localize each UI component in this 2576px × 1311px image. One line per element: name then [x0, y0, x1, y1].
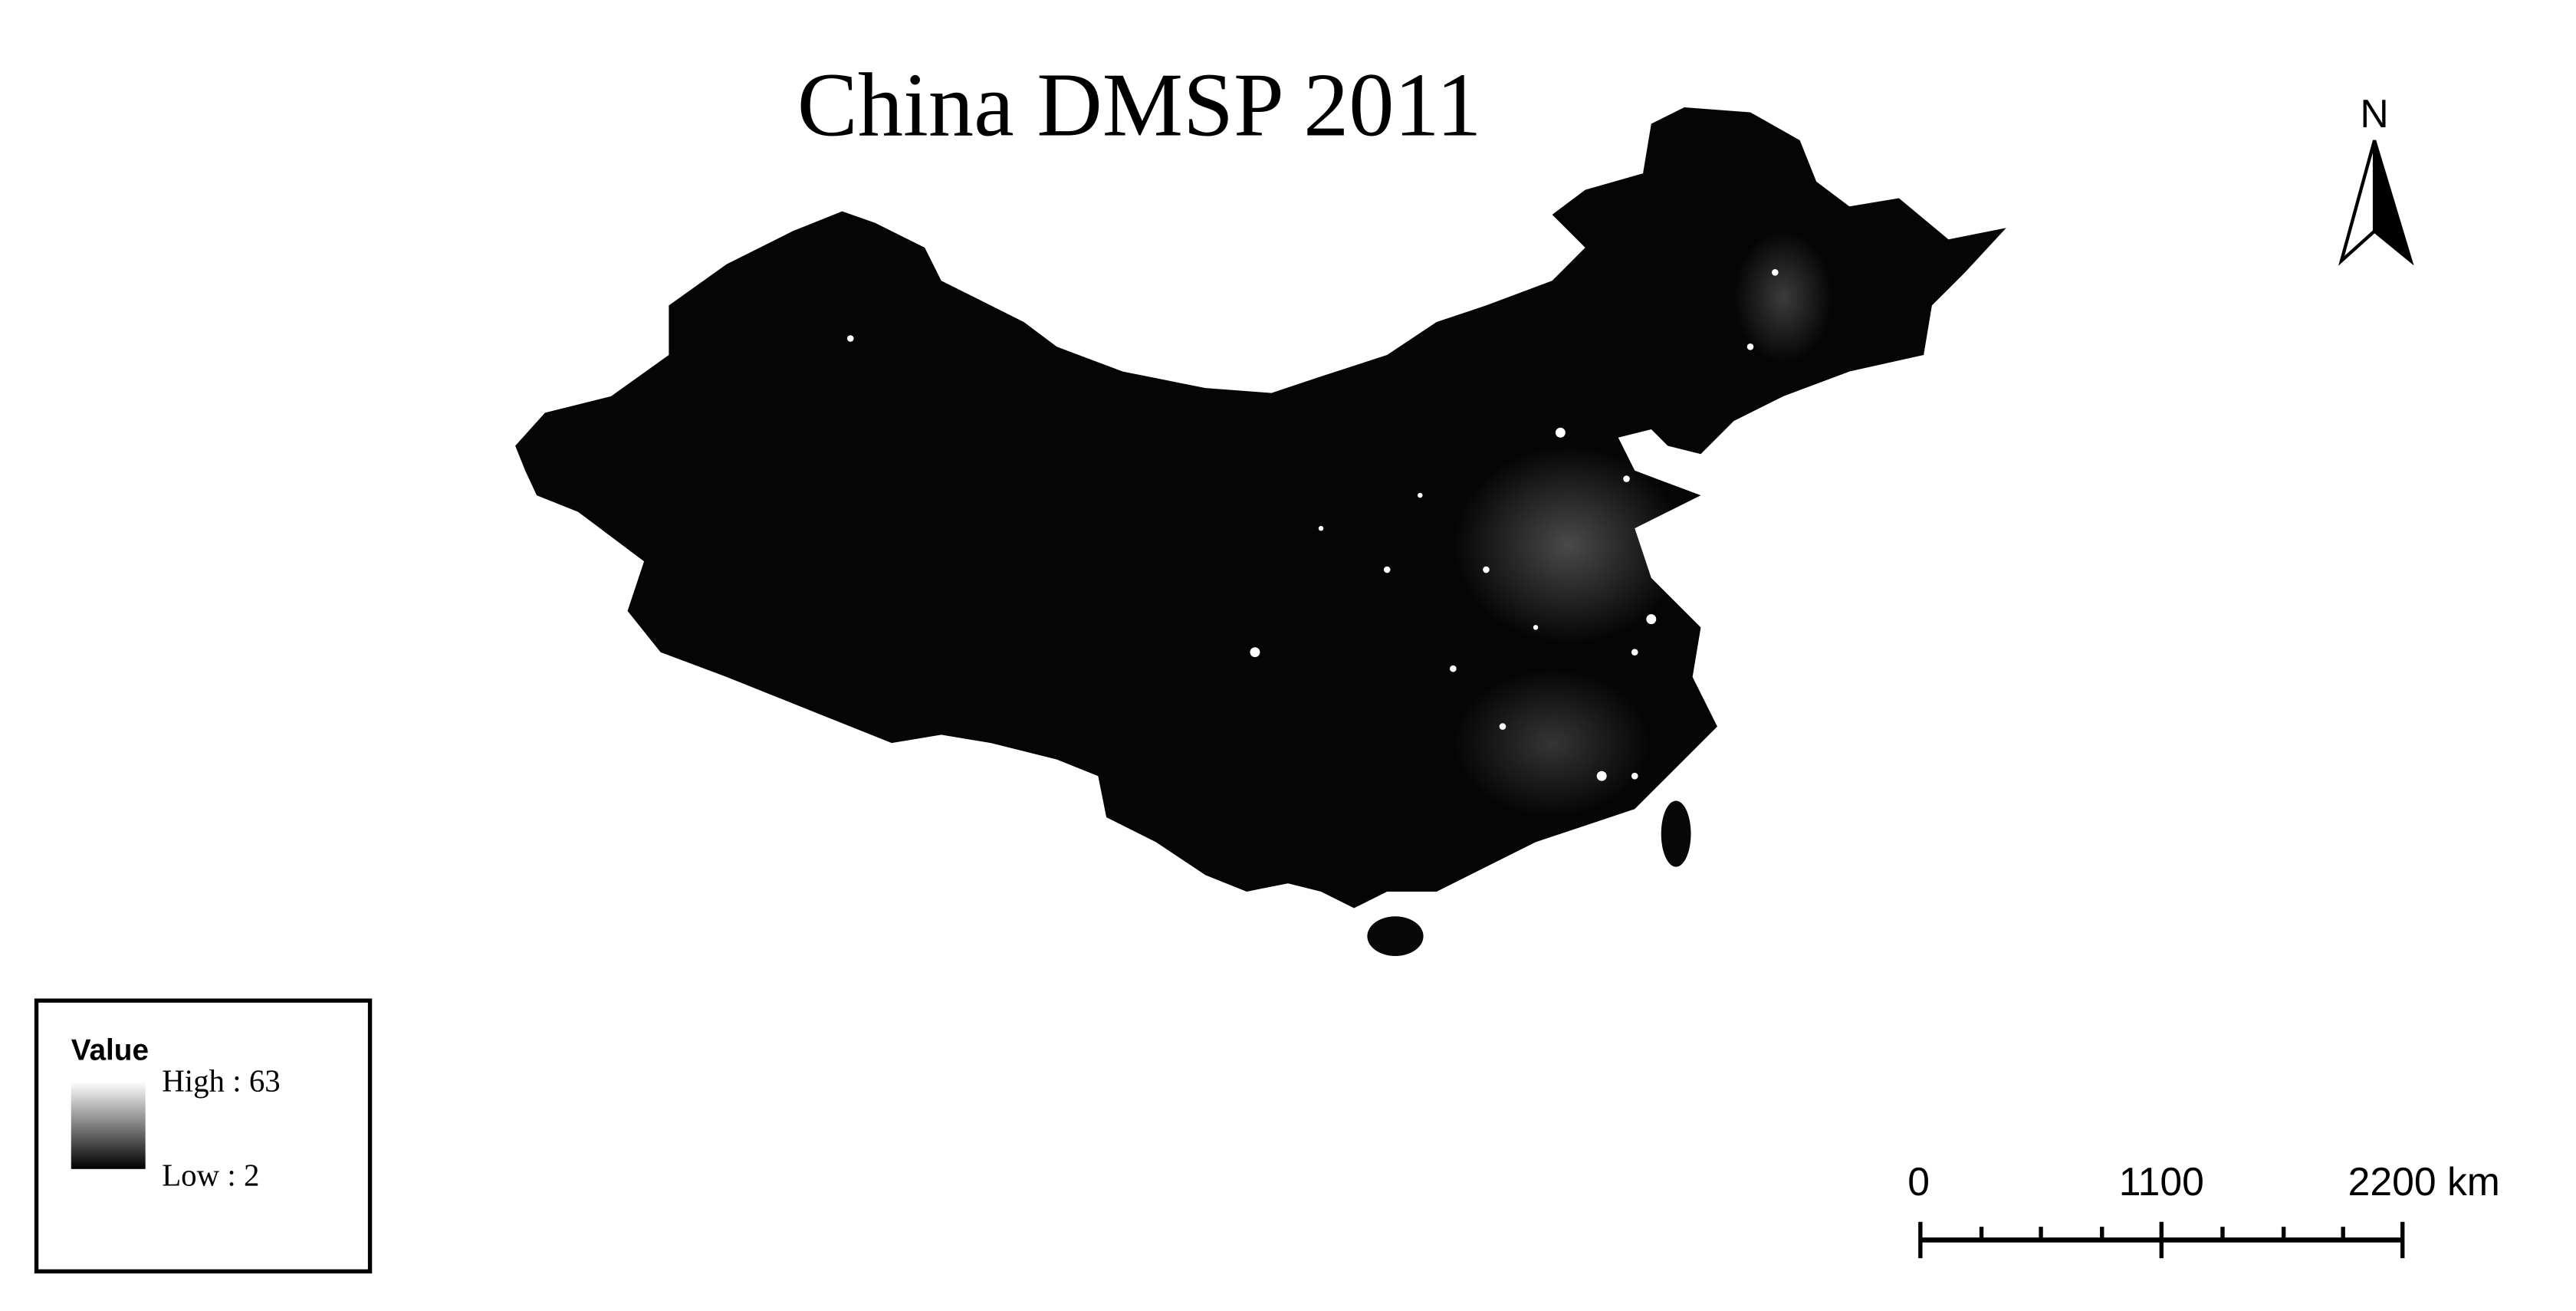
north-arrow: N	[2338, 91, 2414, 266]
china-landmass	[515, 107, 2006, 956]
legend-high: High : 63	[162, 1064, 281, 1099]
north-label: N	[2360, 91, 2388, 136]
scale-label: 1100	[2119, 1159, 2204, 1204]
legend-low: Low : 2	[162, 1158, 259, 1192]
scale-label: 2200 km	[2348, 1159, 2500, 1204]
legend-title: Value	[71, 1034, 149, 1067]
legend-ramp	[71, 1081, 146, 1169]
legend: Value High : 63 Low : 2	[34, 998, 373, 1274]
scale-bar: 0 1100 2200 km	[1907, 1159, 2500, 1259]
map-title: China DMSP 2011	[797, 54, 1482, 156]
scale-label: 0	[1907, 1159, 1930, 1204]
